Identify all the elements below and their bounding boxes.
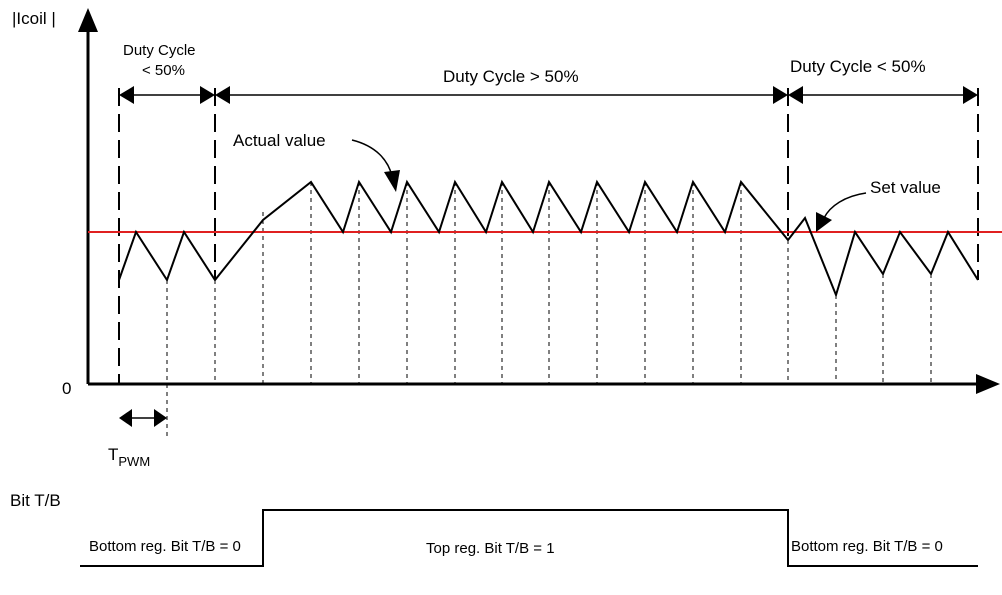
actual-value-waveform (118, 179, 979, 299)
actual-value-label: Actual value (233, 131, 326, 150)
tpwm-label: TPWM (108, 445, 150, 469)
set-value-pointer-head (816, 212, 832, 232)
set-value-label: Set value (870, 178, 941, 197)
y-axis-label: |Icoil | (12, 9, 56, 28)
pwm-period-markers (166, 182, 932, 440)
tpwm-symbol: T (108, 445, 118, 464)
duty-cycle-dim-middle (215, 86, 788, 104)
bit-label-top-middle: Top reg. Bit T/B = 1 (426, 540, 555, 557)
tpwm-subscript: PWM (118, 454, 150, 469)
bit-label-bottom-right: Bottom reg. Bit T/B = 0 (791, 538, 943, 555)
set-value-pointer (823, 192, 867, 219)
origin-label: 0 (62, 379, 71, 398)
bit-signal-label: Bit T/B (10, 491, 61, 510)
duty-cycle-left-label-line1: Duty Cycle (123, 42, 196, 59)
duty-cycle-middle-label: Duty Cycle > 50% (443, 67, 579, 86)
duty-cycle-dim-right (788, 86, 978, 104)
actual-value-pointer-head (384, 170, 400, 192)
duty-cycle-dim-left (119, 86, 215, 104)
tpwm-dimension (119, 409, 167, 427)
bit-label-bottom-left: Bottom reg. Bit T/B = 0 (89, 538, 241, 555)
x-axis-arrowhead (976, 374, 1000, 394)
bit-signal-waveform (80, 509, 978, 567)
duty-cycle-left-label-line2: < 50% (142, 62, 185, 79)
duty-cycle-right-label: Duty Cycle < 50% (790, 57, 926, 76)
y-axis-arrowhead (78, 8, 98, 32)
actual-value-pointer (351, 139, 393, 177)
